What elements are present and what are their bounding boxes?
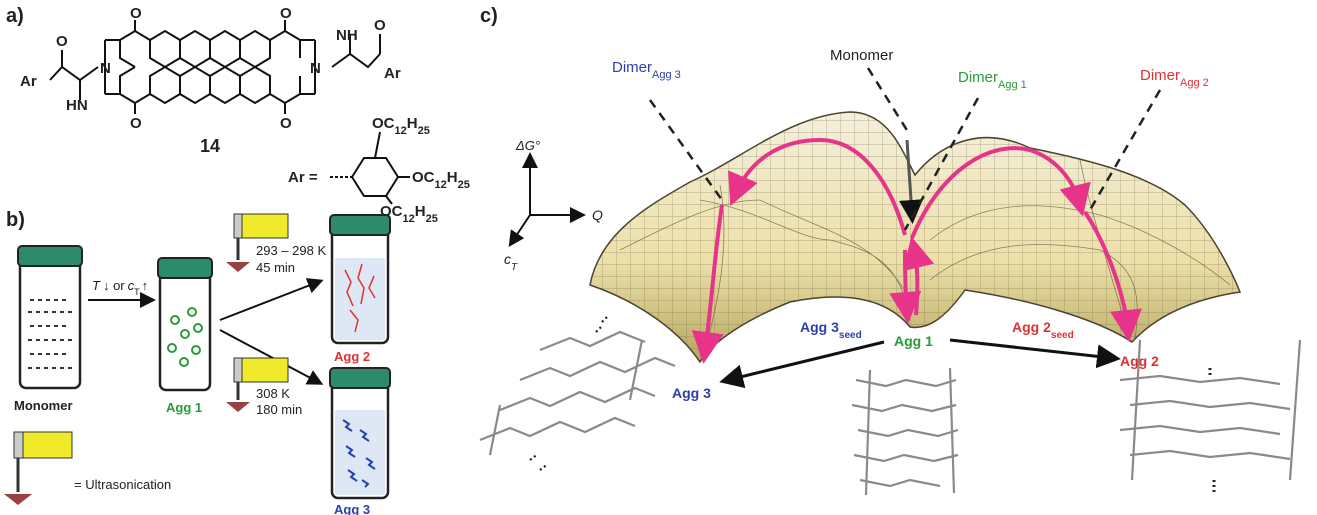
text: ↑: [142, 278, 149, 293]
text: H: [407, 115, 418, 132]
panel-label: a): [6, 5, 24, 27]
subscript: 25: [418, 125, 430, 137]
text: Agg 3: [800, 319, 839, 335]
axes: [512, 158, 580, 242]
amine: HN: [66, 97, 88, 114]
text: Dimer: [612, 59, 652, 76]
state-label: DimerAgg 2: [1140, 67, 1209, 89]
panel-a: a) O O O O O O N N Ar HN NH Ar 14 Ar = O…: [6, 5, 470, 225]
aryl-ring: [330, 132, 410, 204]
subscript: 12: [395, 125, 407, 137]
imide-nitrogen: N: [310, 60, 321, 77]
figure: a) O O O O O O N N Ar HN NH Ar 14 Ar = O…: [0, 0, 1317, 515]
text: H: [415, 203, 426, 220]
vial-label: Monomer: [14, 398, 73, 413]
text: Dimer: [1140, 67, 1180, 84]
compound-number: 14: [200, 136, 220, 156]
subscript: Agg 2: [1180, 77, 1209, 89]
text: OC: [412, 169, 435, 186]
subscript: 12: [435, 179, 447, 191]
text: Agg 2: [1012, 319, 1051, 335]
text: OC: [372, 115, 395, 132]
aryl-definition: Ar =: [288, 169, 318, 186]
panel-label: c): [480, 5, 498, 27]
substituent: OC12H25: [412, 169, 470, 191]
sonication-condition: 308 K: [256, 386, 290, 401]
subscript: Agg 3: [652, 69, 681, 81]
state-label: Monomer: [830, 47, 893, 64]
vial-label: Agg 3: [334, 502, 370, 515]
state-label: DimerAgg 3: [612, 59, 681, 81]
amine: NH: [336, 27, 358, 44]
oxygen: O: [130, 115, 142, 132]
panel-label: b): [6, 209, 25, 231]
molecular-model: [852, 368, 958, 495]
subscript: 12: [403, 213, 415, 225]
subscript: 25: [426, 213, 438, 225]
imide-nitrogen: N: [100, 60, 111, 77]
legend-text: = Ultrasonication: [74, 477, 171, 492]
energy-surface: [590, 112, 1240, 362]
subscript: seed: [839, 330, 862, 341]
sonication-condition: 293 – 298 K: [256, 243, 326, 258]
state-label: DimerAgg 1: [958, 69, 1027, 91]
sonication-condition: 180 min: [256, 402, 302, 417]
molecular-model: [480, 316, 675, 470]
oxygen: O: [280, 115, 292, 132]
subscript: Agg 1: [998, 79, 1027, 91]
text: c: [504, 251, 511, 267]
vial-label: Agg 1: [166, 400, 202, 415]
oxygen: O: [374, 17, 386, 34]
subscript: 25: [458, 179, 470, 191]
axis-label: Q: [592, 207, 603, 223]
subscript: T: [511, 262, 518, 273]
subscript: seed: [1051, 330, 1074, 341]
state-label: Agg 1: [894, 333, 933, 349]
text: H: [447, 169, 458, 186]
text: T: [92, 278, 101, 293]
oxygen: O: [130, 5, 142, 22]
sonication-condition: 45 min: [256, 260, 295, 275]
aryl: Ar: [20, 73, 37, 90]
subscript: T: [134, 287, 140, 297]
seed-label: Agg 2seed: [1012, 319, 1074, 341]
oxygen: O: [56, 33, 68, 50]
axis-label: cT: [504, 251, 518, 273]
text: Dimer: [958, 69, 998, 86]
state-label: Agg 3: [672, 385, 711, 401]
axis-label: ΔG°: [515, 138, 540, 153]
aryl: Ar: [384, 65, 401, 82]
vial-label: Agg 2: [334, 349, 370, 364]
oxygen: O: [280, 5, 292, 22]
panel-c: c) ΔG° Q cT DimerAgg 3 Monomer DimerAgg …: [480, 5, 1300, 495]
seed-label: Agg 3seed: [800, 319, 862, 341]
text: ↓ or: [103, 278, 125, 293]
sonicator-icon: [4, 432, 72, 505]
